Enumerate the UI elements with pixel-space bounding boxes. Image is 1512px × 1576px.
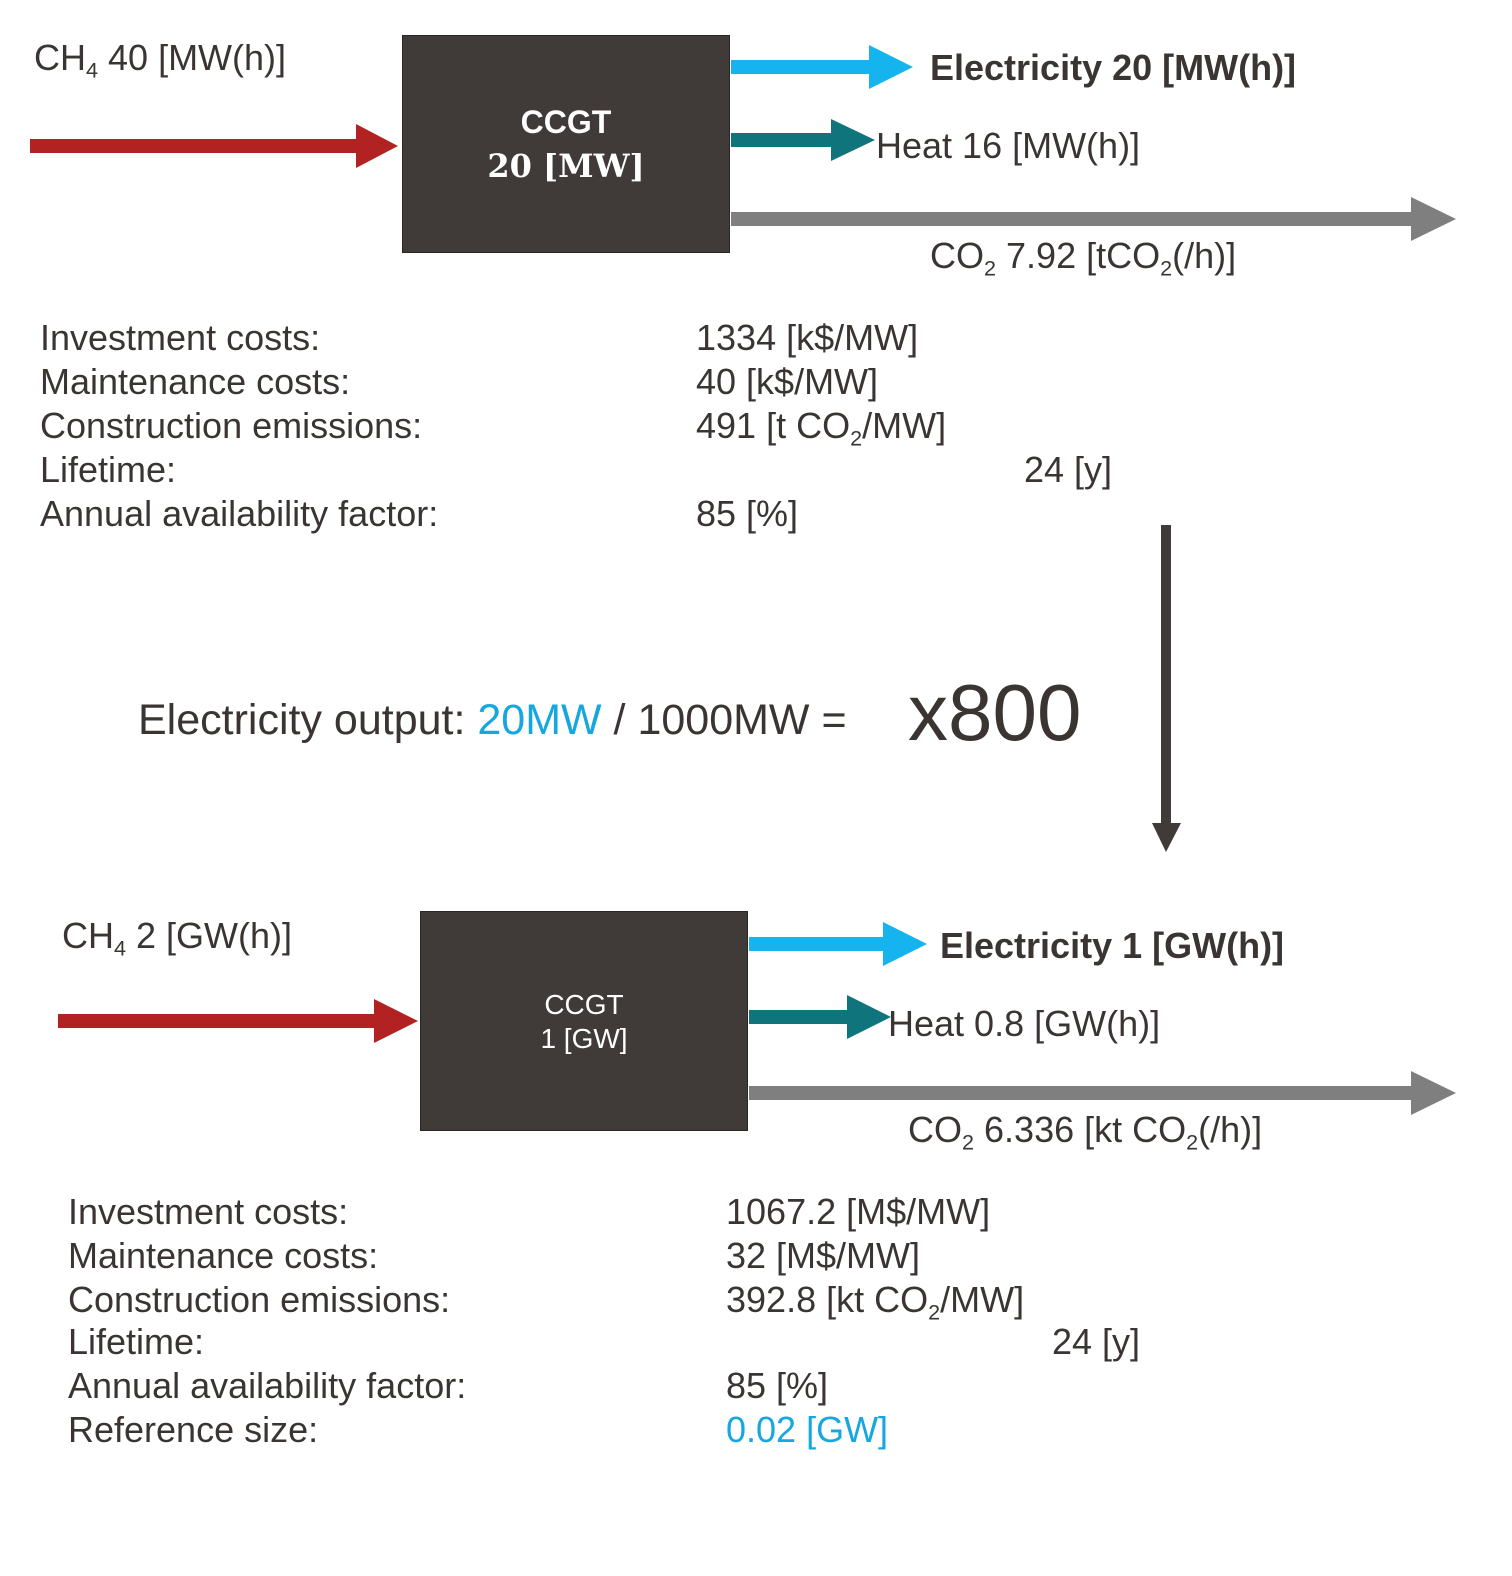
bottom-input-sub: 4: [114, 935, 127, 961]
bottom-input-arrow-head: [374, 999, 418, 1043]
top-input-arrow-head: [356, 124, 398, 168]
top-investment-label: Investment costs:: [40, 317, 321, 358]
top-input-label: CH4 40 [MW(h)]: [34, 37, 287, 81]
top-lifetime-label: Lifetime:: [40, 449, 177, 490]
bottom-investment-value: 1067.2 [M$/MW]: [726, 1191, 991, 1232]
top-co2-c: (/h)]: [1172, 235, 1237, 276]
top-electricity-arrow-shaft: [731, 60, 871, 74]
bottom-co2-sub1: 2: [962, 1129, 975, 1155]
bottom-availability-label: Annual availability factor:: [68, 1365, 467, 1406]
bottom-input-arrow-shaft: [58, 1014, 376, 1028]
top-construction-value-b: /MW]: [862, 405, 947, 446]
top-availability-label: Annual availability factor:: [40, 493, 439, 534]
bottom-availability-value: 85 [%]: [726, 1365, 829, 1406]
bottom-electricity-arrow: [749, 922, 927, 966]
top-construction-value: 491 [t CO2/MW]: [696, 404, 947, 451]
bottom-co2-arrow-shaft: [749, 1086, 1413, 1100]
top-co2-arrow-head: [1411, 197, 1456, 241]
top-input-sub: 4: [86, 57, 99, 83]
top-co2-arrow: [731, 197, 1456, 241]
bottom-investment-label: Investment costs:: [68, 1191, 349, 1232]
top-heat-arrow: [731, 119, 875, 161]
bottom-input-arrow: [58, 999, 418, 1043]
bottom-maintenance-value: 32 [M$/MW]: [726, 1235, 921, 1276]
bottom-co2-b: 6.336 [kt CO: [974, 1109, 1187, 1150]
top-construction-value-a: 491 [t CO: [696, 405, 851, 446]
bottom-ccgt-box: CCGT 1 [GW]: [420, 911, 748, 1131]
top-heat-arrow-head: [831, 119, 875, 161]
bottom-co2-arrow-head: [1411, 1071, 1456, 1115]
top-ccgt-title: CCGT: [520, 104, 612, 140]
bottom-electricity-arrow-shaft: [749, 937, 885, 951]
scale-prefix: Electricity output:: [138, 696, 478, 744]
scale-down-arrow: [1152, 525, 1181, 852]
top-maintenance-value: 40 [k$/MW]: [696, 361, 879, 402]
scale-down-arrow-shaft: [1161, 525, 1171, 825]
top-ccgt-box: CCGT 20 [MW]: [402, 35, 730, 253]
bottom-heat-arrow: [749, 995, 891, 1039]
bottom-input-label: CH4 2 [GW(h)]: [62, 915, 293, 959]
bottom-co2-sub2: 2: [1186, 1129, 1199, 1155]
bottom-construction-value-a: 392.8 [kt CO: [726, 1279, 929, 1320]
bottom-lifetime-value: 24 [y]: [1052, 1321, 1141, 1362]
top-availability-value: 85 [%]: [696, 493, 799, 534]
top-investment-value: 1334 [k$/MW]: [696, 317, 919, 358]
bottom-electricity-arrow-head: [883, 922, 927, 966]
top-input-arrow-shaft: [30, 139, 356, 153]
top-heat-label: Heat 16 [MW(h)]: [876, 125, 1141, 166]
bottom-electricity-label: Electricity 1 [GW(h)]: [940, 925, 1285, 966]
top-input-arrow: [30, 124, 398, 168]
bottom-lifetime-label: Lifetime:: [68, 1321, 205, 1362]
top-heat-arrow-shaft: [731, 133, 833, 147]
bottom-co2-label: CO2 6.336 [kt CO2(/h)]: [908, 1109, 1263, 1153]
top-co2-sub2: 2: [1160, 255, 1173, 281]
top-construction-value-sub: 2: [850, 425, 863, 451]
scale-middle: / 1000MW =: [601, 696, 847, 744]
scale-down-arrow-head: [1152, 823, 1181, 852]
bottom-construction-value-b: /MW]: [940, 1279, 1025, 1320]
top-input-chem: CH: [34, 37, 86, 78]
scale-highlight: 20MW: [477, 696, 602, 744]
bottom-ccgt-capacity: 1 [GW]: [540, 1023, 628, 1054]
bottom-heat-arrow-head: [847, 995, 891, 1039]
bottom-co2-a: CO: [908, 1109, 962, 1150]
top-co2-a: CO: [930, 235, 984, 276]
bottom-construction-label: Construction emissions:: [68, 1279, 451, 1320]
bottom-construction-value-sub: 2: [928, 1299, 941, 1325]
bottom-reference-label: Reference size:: [68, 1409, 319, 1450]
top-co2-label: CO2 7.92 [tCO2(/h)]: [930, 235, 1237, 279]
top-electricity-label: Electricity 20 [MW(h)]: [930, 47, 1297, 88]
top-electricity-arrow-head: [869, 45, 913, 89]
bottom-heat-arrow-shaft: [749, 1010, 849, 1024]
top-maintenance-label: Maintenance costs:: [40, 361, 351, 402]
bottom-maintenance-label: Maintenance costs:: [68, 1235, 379, 1276]
top-input-value: 40 [MW(h)]: [98, 37, 287, 78]
bottom-co2-arrow: [749, 1071, 1456, 1115]
scale-equation: Electricity output: 20MW / 1000MW =: [138, 694, 847, 746]
top-co2-arrow-shaft: [731, 212, 1413, 226]
top-co2-sub1: 2: [984, 255, 997, 281]
scale-factor: x800: [908, 668, 1082, 757]
bottom-co2-c: (/h)]: [1198, 1109, 1263, 1150]
bottom-reference-value: 0.02 [GW]: [726, 1409, 889, 1450]
bottom-heat-label: Heat 0.8 [GW(h)]: [888, 1003, 1161, 1044]
bottom-input-value: 2 [GW(h)]: [126, 915, 293, 956]
bottom-construction-value: 392.8 [kt CO2/MW]: [726, 1278, 1025, 1325]
top-lifetime-value: 24 [y]: [1024, 449, 1113, 490]
top-ccgt-capacity: 20 [MW]: [487, 147, 645, 185]
top-construction-label: Construction emissions:: [40, 405, 423, 446]
top-co2-b: 7.92 [tCO: [996, 235, 1161, 276]
bottom-input-chem: CH: [62, 915, 114, 956]
bottom-ccgt-title: CCGT: [544, 989, 624, 1020]
top-electricity-arrow: [731, 45, 913, 89]
